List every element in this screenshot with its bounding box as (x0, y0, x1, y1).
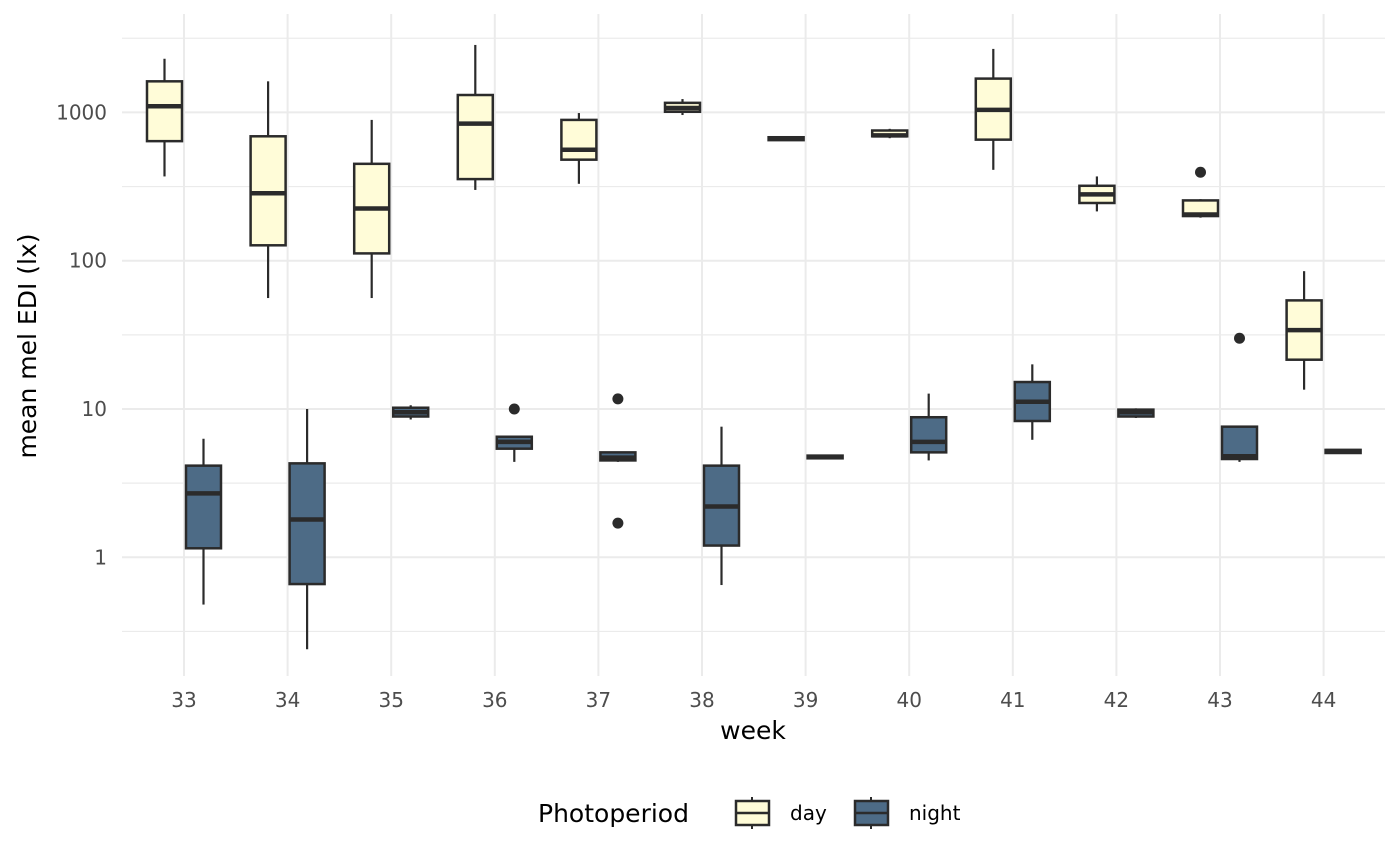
box-day-week-39 (767, 135, 805, 142)
box-night-week-42 (1117, 408, 1155, 418)
x-tick-label: 41 (1000, 688, 1025, 712)
outlier-point (1234, 332, 1245, 344)
box-layer (145, 44, 1362, 650)
x-tick-label: 34 (275, 688, 300, 712)
x-tick-label: 42 (1104, 688, 1129, 712)
legend-key-night (853, 797, 890, 829)
x-tick-label: 44 (1311, 688, 1336, 712)
box-iqr (184, 464, 223, 550)
outlier-point (612, 517, 624, 529)
x-tick-label: 36 (482, 688, 507, 712)
x-tick-label: 33 (171, 688, 196, 712)
box-night-week-39 (806, 454, 844, 460)
box-day-week-41 (974, 48, 1013, 170)
legend-key-day (734, 797, 771, 829)
y-tick-label: 100 (69, 249, 107, 273)
box-iqr (145, 80, 184, 143)
legend: Photoperiod day night (538, 797, 961, 829)
box-day-week-42 (1078, 176, 1116, 212)
x-tick-label: 43 (1207, 688, 1232, 712)
x-tick-label: 39 (793, 688, 818, 712)
legend-label-night: night (909, 801, 961, 825)
box-day-week-43 (1181, 166, 1220, 218)
x-tick-label: 38 (689, 688, 714, 712)
grid-lines (122, 14, 1385, 676)
y-axis-title: mean mel EDI (lx) (13, 233, 42, 458)
box-iqr (909, 415, 948, 454)
box-night-week-34 (288, 409, 326, 650)
outlier-point (1195, 166, 1206, 178)
outlier-point (508, 403, 520, 415)
box-night-week-36 (495, 403, 534, 462)
box-day-week-37 (560, 113, 598, 184)
legend-label-day: day (790, 801, 827, 825)
y-tick-label: 10 (82, 397, 107, 421)
box-iqr (249, 135, 287, 247)
box-day-week-35 (352, 119, 391, 299)
box-day-week-34 (249, 81, 287, 299)
y-tick-label: 1 (94, 545, 107, 569)
x-tick-label: 35 (378, 688, 403, 712)
box-night-week-40 (909, 393, 948, 461)
y-tick-label: 1000 (56, 100, 107, 124)
box-day-week-36 (456, 44, 495, 190)
box-night-week-37 (599, 393, 637, 529)
x-tick-label: 40 (896, 688, 921, 712)
box-night-week-35 (391, 405, 430, 420)
box-iqr (560, 118, 598, 161)
box-day-week-40 (870, 128, 909, 139)
box-iqr (288, 462, 326, 586)
box-night-week-44 (1324, 448, 1362, 455)
outlier-point (612, 393, 624, 405)
x-tick-labels: 33 34 35 36 37 38 39 40 41 42 43 44 (171, 688, 1336, 712)
y-tick-labels: 1 10 100 1000 (56, 100, 107, 569)
box-day-week-38 (663, 99, 702, 116)
legend-title: Photoperiod (538, 799, 689, 828)
box-night-week-41 (1013, 364, 1052, 440)
box-night-week-38 (702, 426, 741, 586)
x-tick-label: 37 (586, 688, 611, 712)
box-day-week-33 (145, 58, 184, 177)
box-iqr (456, 93, 495, 181)
box-night-week-43 (1220, 332, 1259, 462)
box-iqr (1220, 425, 1259, 461)
box-night-week-33 (184, 438, 223, 605)
x-axis-title: week (720, 716, 786, 745)
box-day-week-44 (1285, 271, 1323, 390)
